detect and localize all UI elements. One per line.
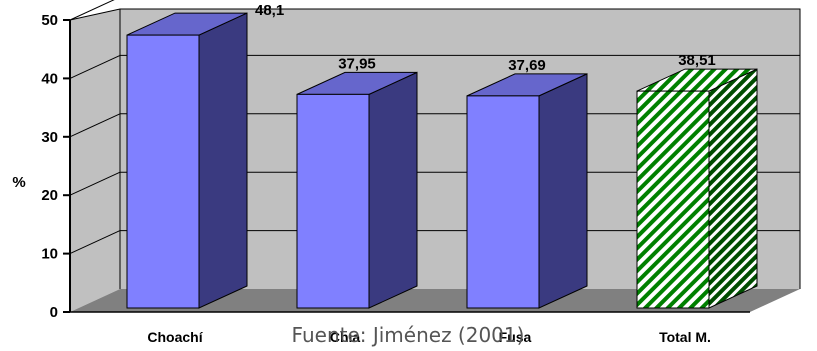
bar-side: [538, 73, 588, 309]
category-label: Chía: [330, 329, 361, 345]
data-label: 37,69: [508, 57, 546, 74]
bar: [126, 34, 200, 309]
chart-side-wall: [70, 9, 120, 312]
category-label: Fusa: [499, 329, 532, 345]
y-tick-label: 40: [41, 70, 58, 87]
chart-back-wall: [120, 9, 800, 289]
category-label: Total M.: [659, 329, 711, 345]
data-label: 38,51: [678, 52, 716, 69]
gridline-side: [69, 54, 121, 79]
gridline-side: [69, 230, 121, 255]
category-labels: Choachí Chía Fusa Total M.: [147, 329, 711, 345]
y-ticks: 0 10 20 30 40 50: [41, 12, 70, 321]
gridline-side: [69, 0, 115, 21]
y-tick-label: 20: [41, 187, 58, 204]
bar: [466, 95, 540, 309]
bar-side: [708, 68, 758, 309]
y-axis-label: %: [12, 174, 25, 191]
data-label: 37,95: [338, 55, 376, 72]
back-wall-border: [69, 8, 801, 289]
bars: [126, 12, 758, 309]
y-tick-label: 10: [41, 246, 58, 263]
data-label: 48,1: [255, 2, 284, 19]
gridline-side: [69, 171, 121, 196]
bar-side: [368, 71, 418, 309]
chart-floor: [70, 289, 800, 312]
y-tick-label: 50: [41, 12, 58, 29]
bar: [296, 93, 370, 309]
bar-side: [198, 12, 248, 309]
category-label: Choachí: [147, 329, 203, 345]
source-caption: Fuente: Jiménez (2001): [292, 323, 525, 347]
y-tick-label: 0: [50, 304, 58, 321]
bar: [636, 90, 710, 309]
y-tick-label: 30: [41, 129, 58, 146]
data-labels: 48,1 37,95 37,69 38,51: [255, 2, 716, 74]
gridline-side: [69, 113, 121, 138]
